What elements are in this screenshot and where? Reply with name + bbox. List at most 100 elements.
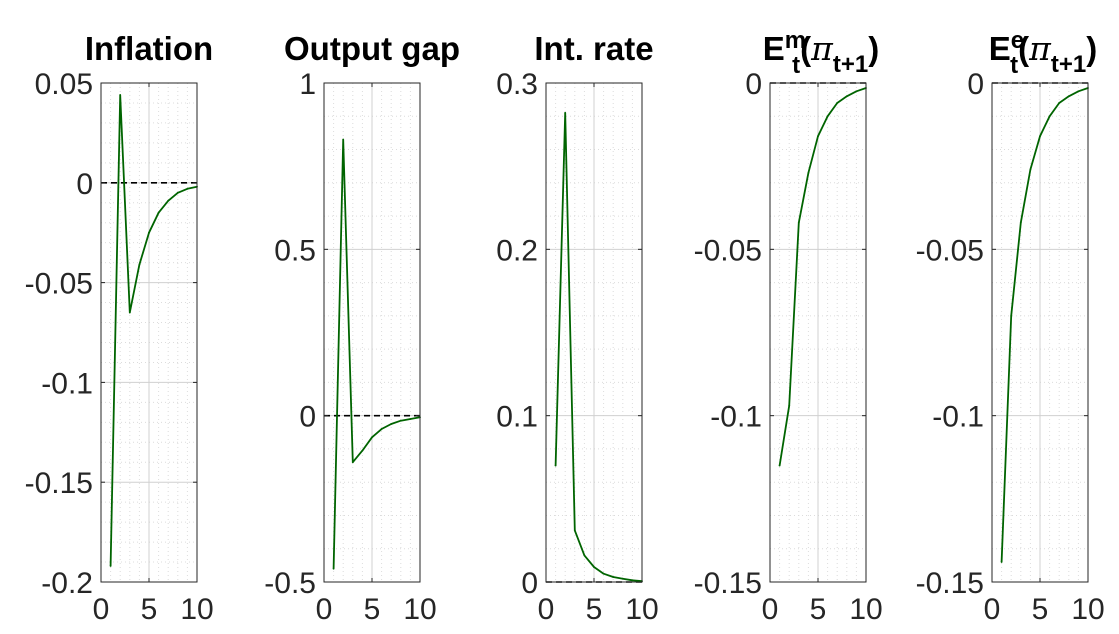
y-tick-label: 0.3 xyxy=(496,68,538,101)
data-point xyxy=(1010,314,1013,317)
y-tick-label: 0 xyxy=(299,401,316,434)
data-point xyxy=(119,94,122,96)
data-point xyxy=(836,102,839,104)
chart-title: Inflation xyxy=(85,30,213,67)
x-tick-label: 0 xyxy=(93,593,110,626)
data-point xyxy=(1039,135,1041,138)
x-tick-label: 10 xyxy=(1071,593,1104,626)
data-point xyxy=(1019,221,1022,224)
x-tick-label: 0 xyxy=(538,593,555,626)
data-point xyxy=(621,577,624,580)
data-point xyxy=(554,464,557,467)
data-point xyxy=(602,572,605,575)
data-point xyxy=(109,565,112,567)
data-point xyxy=(380,428,383,430)
data-point xyxy=(1000,561,1003,563)
y-tick-label: 0 xyxy=(745,68,762,101)
x-tick-label: 10 xyxy=(849,593,882,626)
title-paren: ( xyxy=(1018,30,1029,67)
x-tick-label: 0 xyxy=(316,593,333,626)
x-tick-label: 10 xyxy=(625,593,658,626)
data-point xyxy=(583,554,586,557)
data-point xyxy=(186,187,189,190)
y-tick-label: 0.2 xyxy=(496,234,538,267)
data-point xyxy=(332,567,335,570)
series-line-1 xyxy=(1000,87,1089,563)
data-point xyxy=(128,311,131,314)
x-tick-label: 5 xyxy=(1032,593,1049,626)
data-point xyxy=(138,263,141,266)
data-point xyxy=(778,464,781,467)
data-point xyxy=(409,418,412,420)
y-tick-label: 0 xyxy=(521,567,538,600)
x-tick-label: 10 xyxy=(403,593,436,626)
data-point xyxy=(826,115,829,118)
series-line-1 xyxy=(778,87,867,466)
y-tick-label: 1 xyxy=(299,68,316,101)
data-point xyxy=(390,423,393,425)
title-pi-sub: t+1 xyxy=(833,51,868,78)
data-point xyxy=(399,419,402,422)
data-point xyxy=(788,404,791,407)
y-tick-label: 0.5 xyxy=(274,234,316,267)
x-tick-label: 5 xyxy=(364,593,381,626)
data-point xyxy=(1029,168,1032,171)
x-tick-label: 5 xyxy=(141,593,158,626)
title-sup: e xyxy=(1011,27,1024,54)
y-tick-label: -0.2 xyxy=(41,567,93,600)
y-tick-label: -0.1 xyxy=(932,401,984,434)
series-line-1 xyxy=(332,138,421,569)
data-point xyxy=(807,171,810,174)
title-sub: t xyxy=(1010,52,1018,79)
x-tick-label: 5 xyxy=(810,593,827,626)
data-point xyxy=(371,436,373,439)
y-tick-label: 0.1 xyxy=(496,401,538,434)
data-point xyxy=(573,529,576,532)
y-tick-label: -0.1 xyxy=(41,367,93,400)
title-base: E xyxy=(763,30,785,67)
y-tick-label: 0 xyxy=(967,68,984,101)
data-point xyxy=(351,461,354,464)
y-tick-label: -0.05 xyxy=(916,234,984,267)
chart-title: Ee t(πt+1) xyxy=(989,27,1097,79)
y-tick-label: -0.05 xyxy=(25,268,93,301)
data-point xyxy=(1058,102,1061,104)
chart-title: Int. rate xyxy=(534,30,653,67)
y-tick-label: -0.15 xyxy=(25,467,93,500)
data-point xyxy=(157,211,160,214)
series-line-1 xyxy=(554,112,643,583)
title-base: E xyxy=(989,30,1011,67)
x-tick-label: 0 xyxy=(984,593,1001,626)
y-tick-label: -0.05 xyxy=(694,234,762,267)
data-point xyxy=(1048,115,1051,118)
data-point xyxy=(612,576,615,578)
x-tick-label: 0 xyxy=(762,593,779,626)
data-point xyxy=(1077,90,1080,93)
chart-title: Output gap xyxy=(284,30,460,67)
data-point xyxy=(148,231,150,234)
data-point xyxy=(855,90,858,93)
title-sup: m xyxy=(785,27,806,54)
title-pi-sub: t+1 xyxy=(1051,51,1086,78)
y-tick-label: -0.15 xyxy=(916,567,984,600)
data-point xyxy=(593,566,595,568)
x-tick-label: 10 xyxy=(180,593,213,626)
y-tick-label: 0.05 xyxy=(35,68,93,101)
data-point xyxy=(817,135,819,138)
title-pi: π xyxy=(810,29,834,68)
data-point xyxy=(1067,95,1070,98)
data-point xyxy=(167,199,170,202)
title-pi: π xyxy=(1028,29,1052,68)
y-tick-label: -0.1 xyxy=(710,401,762,434)
data-point xyxy=(631,579,634,582)
title-paren: ( xyxy=(800,30,811,67)
data-point xyxy=(176,191,179,194)
title-paren: ) xyxy=(868,30,879,67)
title-paren: ) xyxy=(1086,30,1097,67)
